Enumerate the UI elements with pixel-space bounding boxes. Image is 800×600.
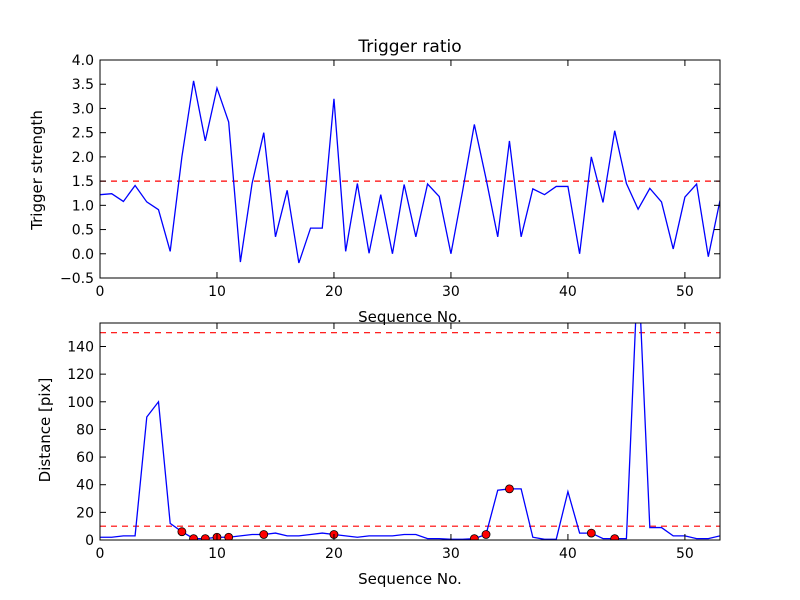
y-tick-label: 3.5: [72, 77, 94, 93]
x-tick-label: 20: [325, 546, 343, 562]
data-point-marker: [177, 527, 187, 537]
x-tick-label: 0: [96, 284, 105, 300]
data-point-marker: [259, 530, 269, 539]
x-tick-label: 50: [676, 284, 694, 300]
y-tick-label: 100: [67, 395, 94, 411]
data-point-marker: [586, 528, 596, 538]
data-point-marker: [469, 534, 479, 540]
data-point-marker: [505, 484, 514, 494]
y-tick-label: 1.5: [72, 174, 94, 190]
x-axis-label: Sequence No.: [358, 570, 462, 588]
distance-axes-frame: [99, 322, 721, 541]
y-tick-label: 120: [67, 367, 94, 383]
y-tick-label: 80: [76, 422, 94, 438]
x-tick-label: 30: [442, 284, 460, 300]
distance-axis-ticks: 0 10 20 30 40 50 0 20 40 60 80 100 120 140: [67, 323, 720, 562]
y-tick-label: 2.0: [72, 150, 94, 166]
distance-plot-clip: [100, 323, 720, 540]
y-tick-label: 0.5: [72, 223, 94, 239]
y-tick-label: 20: [76, 505, 94, 521]
x-tick-label: 0: [96, 546, 105, 562]
x-tick-label: 10: [208, 546, 226, 562]
chart-title: Trigger ratio: [357, 37, 461, 57]
trigger-plot-clip: [100, 80, 720, 264]
distance-plot-area: [100, 323, 720, 540]
y-axis-label: Trigger strength: [28, 110, 46, 231]
y-tick-label: 3.0: [72, 101, 94, 117]
x-tick-label: 40: [559, 546, 577, 562]
data-point-marker: [200, 534, 210, 540]
x-tick-label: 50: [676, 546, 694, 562]
y-axis-label: Distance [pix]: [36, 378, 54, 483]
y-tick-label: 0: [85, 533, 94, 549]
data-point-marker: [610, 534, 620, 540]
trigger-axes-frame: [99, 59, 721, 279]
x-tick-label: 20: [325, 284, 343, 300]
x-tick-label: 40: [559, 284, 577, 300]
distance-chart: Distance [pix] Sequence No. 0 10 20 30 40 500…: [36, 322, 721, 588]
y-tick-label: 2.5: [72, 126, 94, 142]
y-tick-label: −0.5: [60, 271, 94, 287]
x-tick-label: 10: [208, 284, 226, 300]
y-tick-label: 4.0: [72, 53, 94, 69]
data-point-marker: [189, 534, 198, 540]
y-tick-label: 40: [76, 478, 94, 494]
y-tick-label: 1.0: [72, 198, 94, 214]
series-line: [100, 80, 720, 264]
y-tick-label: 60: [76, 450, 94, 466]
trigger-axis-ticks: 0 10 20 30 40 50 −0.5 0.0 0.5 1.0 1.5 2.0 2.5 3.0 3.5 4…: [60, 53, 720, 300]
trigger-plot-area: [100, 80, 720, 264]
x-axis-label: Sequence No.: [358, 308, 462, 326]
y-tick-label: 0.0: [72, 247, 94, 263]
x-tick-label: 30: [442, 546, 460, 562]
y-tick-label: 140: [67, 339, 94, 355]
data-point-marker: [224, 532, 234, 540]
data-point-marker: [481, 530, 491, 539]
trigger-ratio-chart: Trigger ratio Trigger strength 0 10 20 30 40…: [28, 37, 721, 300]
